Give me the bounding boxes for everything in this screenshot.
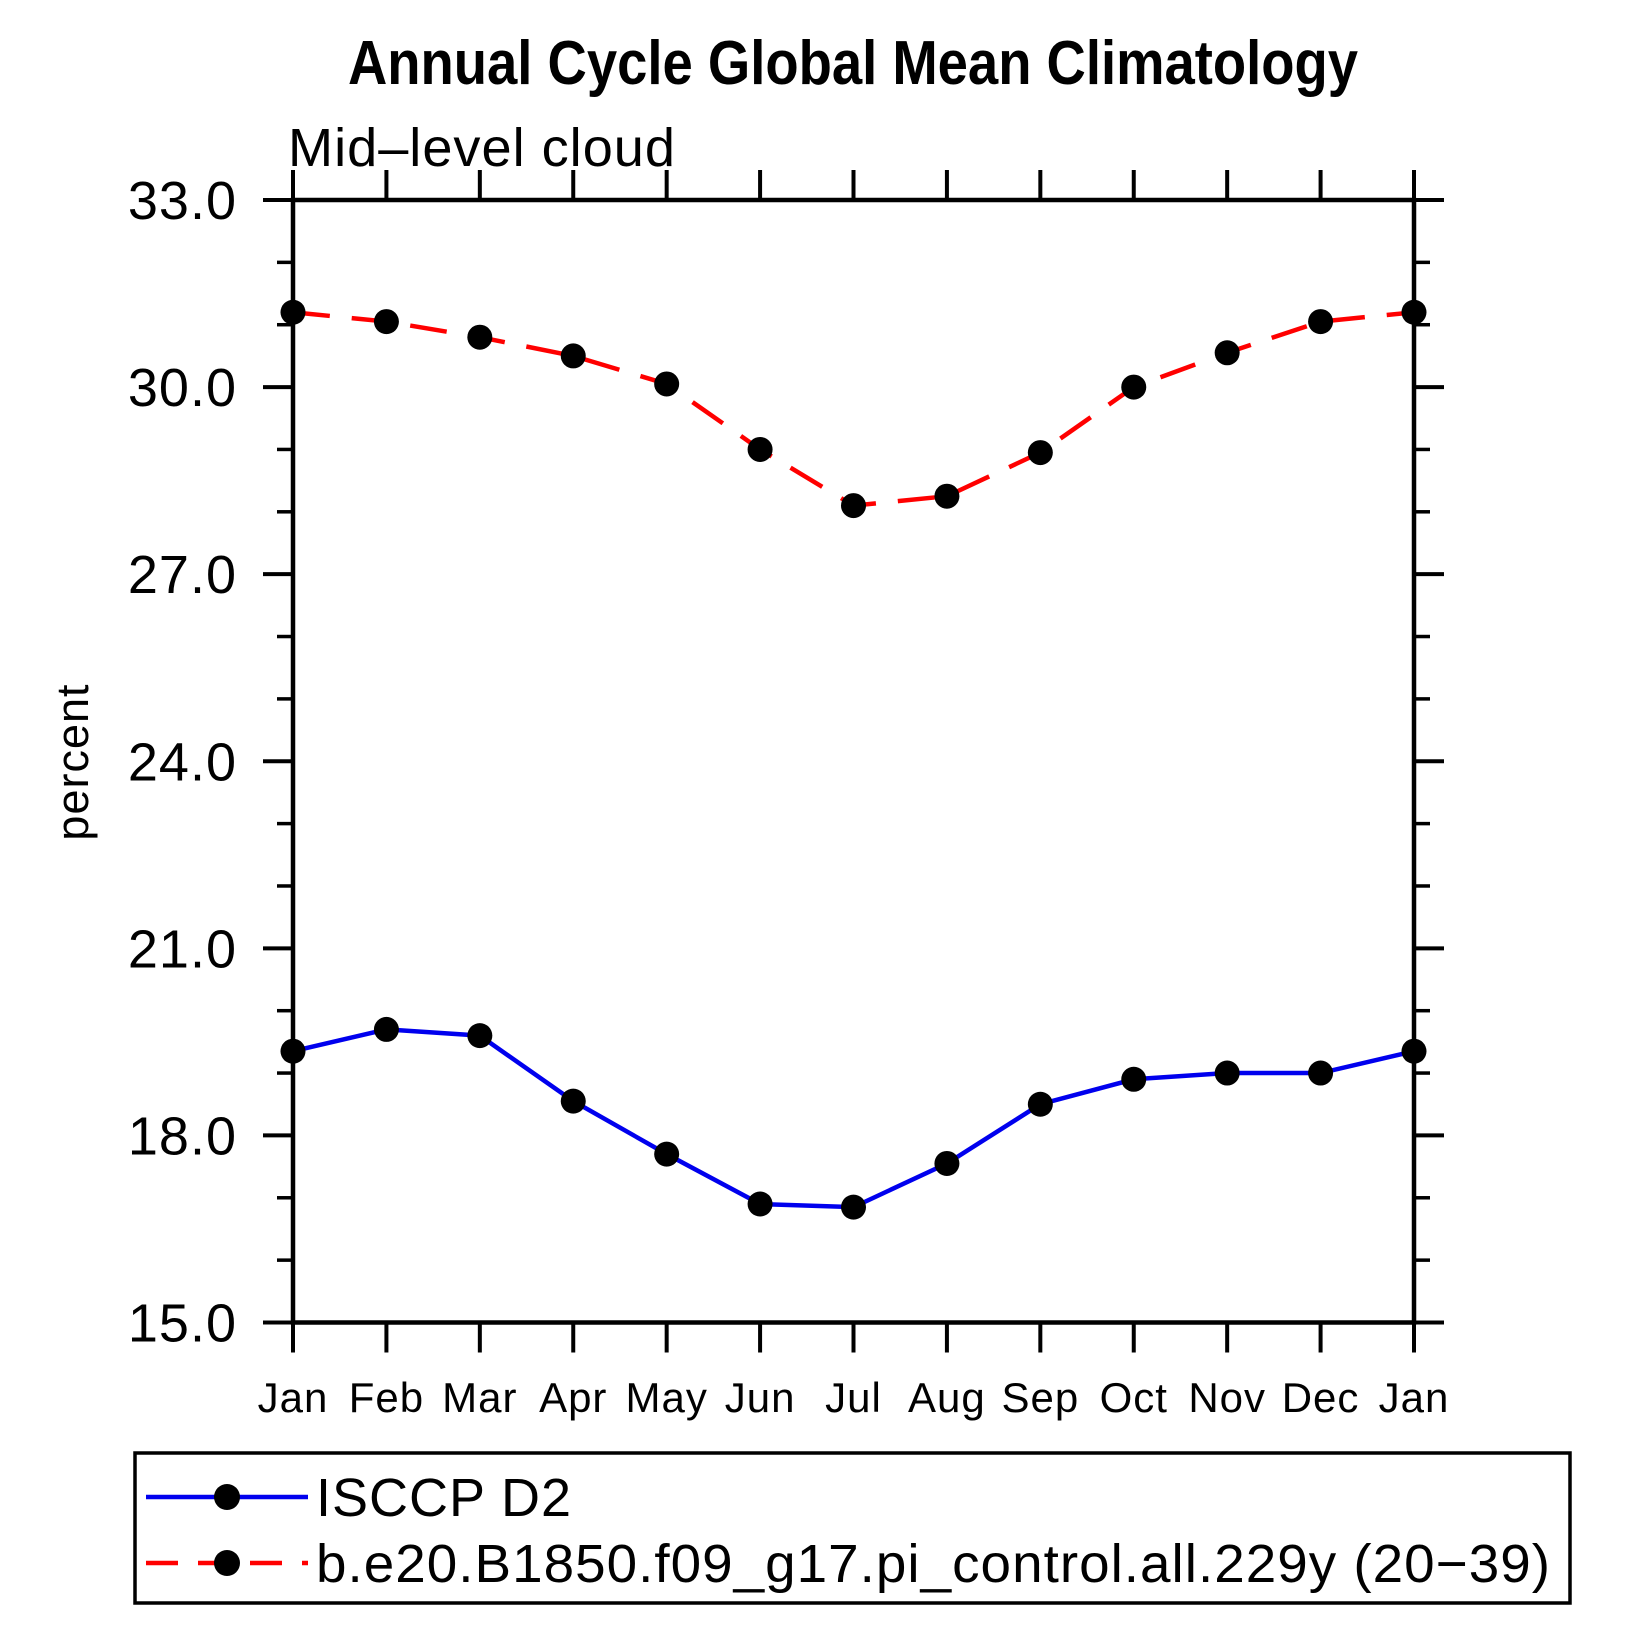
data-point-marker: [467, 1023, 493, 1049]
data-point-marker: [654, 1141, 680, 1167]
data-point-marker: [747, 1191, 773, 1217]
plot-frame: [290, 197, 1417, 1325]
x-tick-label: Apr: [539, 1374, 607, 1421]
y-tick-label: 24.0: [128, 732, 237, 792]
data-point-marker: [1214, 340, 1240, 366]
y-tick-label: 21.0: [128, 919, 237, 979]
data-point-marker: [1401, 1038, 1427, 1064]
data-point-marker: [1027, 1091, 1053, 1117]
data-point-marker: [373, 1016, 399, 1042]
x-tick-label: Jan: [258, 1374, 329, 1421]
y-tick-label: 27.0: [128, 545, 237, 605]
legend-label: ISCCP D2: [316, 1468, 572, 1528]
x-tick-label: May: [625, 1374, 707, 1421]
data-point-marker: [280, 1038, 306, 1064]
data-point-marker: [747, 436, 773, 462]
x-tick-label: Nov: [1188, 1374, 1266, 1421]
data-point-marker: [280, 299, 306, 325]
legend-label: b.e20.B1850.f09_g17.pi_control.all.229y …: [316, 1534, 1551, 1594]
plot-area: Jan Feb Mar Apr May Jun Jul Aug Sep Oct Nov Dec Jan 1…: [128, 170, 1450, 1421]
x-tick-label: Jan: [1379, 1374, 1450, 1421]
x-tick-label: Aug: [908, 1374, 986, 1421]
data-point-marker: [1214, 1060, 1240, 1086]
legend-box: [133, 1451, 1572, 1605]
x-tick-label: Jun: [725, 1374, 796, 1421]
data-point-marker: [934, 1150, 960, 1176]
chart-subtitle: Mid–level cloud: [288, 118, 676, 178]
y-tick-label: 33.0: [128, 171, 237, 231]
x-tick-label: Feb: [349, 1374, 424, 1421]
series-line-obs: [292, 1027, 1415, 1210]
y-axis-label: percent: [47, 683, 98, 840]
data-point-marker: [1308, 1060, 1334, 1086]
data-point-marker: [1027, 440, 1053, 466]
x-tick-label: Sep: [1001, 1374, 1079, 1421]
x-tick-label: Mar: [442, 1374, 517, 1421]
y-tick-label: 18.0: [128, 1106, 237, 1166]
data-point-marker: [1121, 374, 1147, 400]
data-point-marker: [1121, 1066, 1147, 1092]
data-point-marker: [841, 1194, 866, 1220]
y-tick-label: 30.0: [128, 358, 237, 418]
data-point-marker: [467, 324, 493, 350]
data-point-marker: [373, 309, 399, 335]
x-tick-label: Oct: [1100, 1374, 1168, 1421]
legend-marker: [214, 1550, 240, 1576]
data-point-marker: [560, 343, 586, 369]
legend: ISCCP D2b.e20.B1850.f09_g17.pi_control.a…: [133, 1451, 1572, 1605]
data-point-marker: [841, 493, 866, 519]
data-point-marker: [1401, 299, 1427, 325]
chart-title: Annual Cycle Global Mean Climatology: [348, 29, 1358, 98]
legend-marker: [214, 1484, 240, 1510]
y-tick-label: 15.0: [128, 1294, 237, 1354]
series-line-model: [292, 310, 1415, 508]
x-tick-label: Dec: [1282, 1374, 1360, 1421]
data-point-marker: [654, 371, 680, 397]
data-point-marker: [1308, 309, 1334, 335]
data-point-marker: [934, 483, 960, 509]
x-tick-label: Jul: [825, 1374, 882, 1421]
data-point-marker: [560, 1088, 586, 1114]
